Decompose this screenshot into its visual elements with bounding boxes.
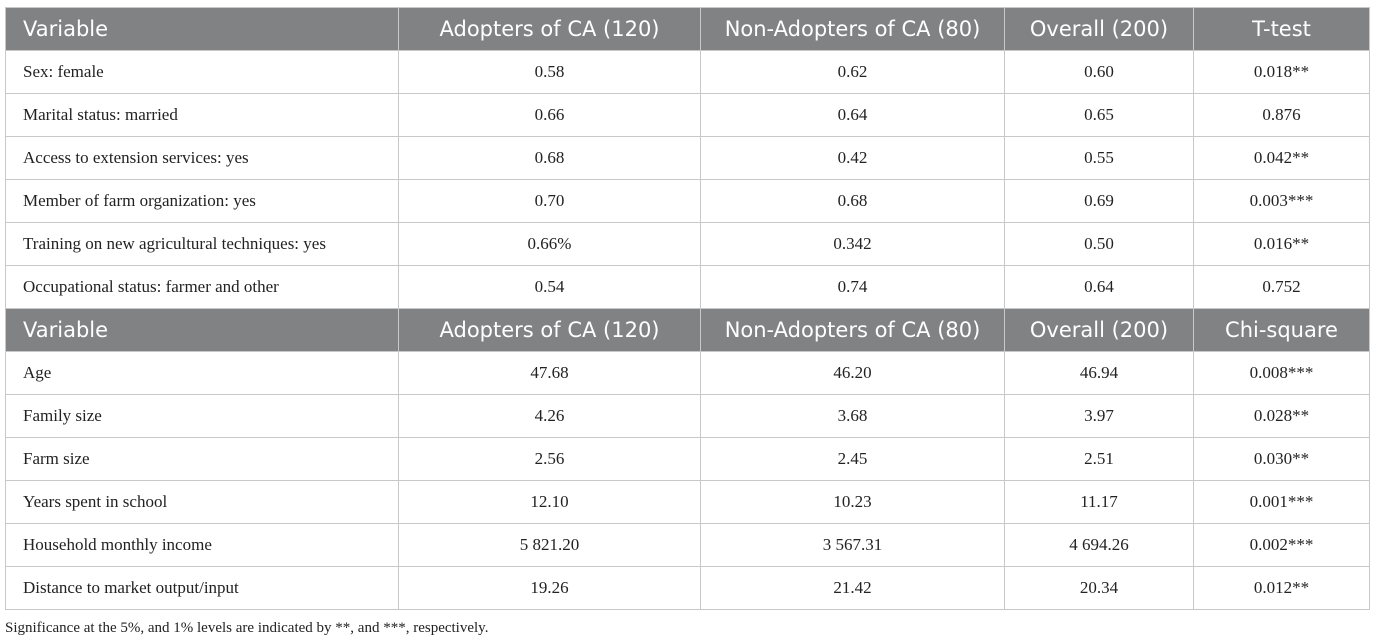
cell: 47.68: [398, 351, 701, 395]
cell: Farm size: [5, 437, 399, 481]
cell: 0.60: [1004, 50, 1194, 94]
cell: 0.66: [398, 93, 701, 137]
table-body: Variable Adopters of CA (120) Non-Adopters…: [5, 7, 1370, 610]
cell: 0.69: [1004, 179, 1194, 223]
cell: 0.002***: [1193, 523, 1370, 567]
cell: Member of farm organization: yes: [5, 179, 399, 223]
header-cell: Variable: [5, 308, 399, 352]
cell: 2.51: [1004, 437, 1194, 481]
header-cell: T-test: [1193, 7, 1370, 51]
cell: 0.68: [398, 136, 701, 180]
cell: Family size: [5, 394, 399, 438]
cell: Sex: female: [5, 50, 399, 94]
cell: 0.030**: [1193, 437, 1370, 481]
data-row: Member of farm organization: yes 0.70 0.68…: [5, 179, 1370, 223]
data-row: Sex: female 0.58 0.62 0.60 0.018**: [5, 50, 1370, 94]
data-row: Farm size 2.56 2.45 2.51 0.030**: [5, 437, 1370, 481]
cell: 0.50: [1004, 222, 1194, 266]
cell: 0.64: [700, 93, 1005, 137]
cell: Training on new agricultural techniques:…: [5, 222, 399, 266]
cell: 0.58: [398, 50, 701, 94]
cell: 0.74: [700, 265, 1005, 309]
header-cell: Variable: [5, 7, 399, 51]
data-row: Marital status: married 0.66 0.64 0.65 0.876: [5, 93, 1370, 137]
data-row: Access to extension services: yes 0.68 0.4…: [5, 136, 1370, 180]
header-cell: Non-Adopters of CA (80): [700, 7, 1005, 51]
cell: 0.70: [398, 179, 701, 223]
data-row: Age 47.68 46.20 46.94 0.008***: [5, 351, 1370, 395]
header-cell: Overall (200): [1004, 7, 1194, 51]
cell: 0.342: [700, 222, 1005, 266]
cell: Access to extension services: yes: [5, 136, 399, 180]
cell: 46.20: [700, 351, 1005, 395]
cell: 46.94: [1004, 351, 1194, 395]
cell: 19.26: [398, 566, 701, 610]
cell: 0.62: [700, 50, 1005, 94]
data-row: Family size 4.26 3.68 3.97 0.028**: [5, 394, 1370, 438]
cell: 12.10: [398, 480, 701, 524]
cell: 4.26: [398, 394, 701, 438]
cell: Distance to market output/input: [5, 566, 399, 610]
cell: Household monthly income: [5, 523, 399, 567]
cell: 0.001***: [1193, 480, 1370, 524]
cell: 3 567.31: [700, 523, 1005, 567]
data-row: Years spent in school 12.10 10.23 11.17 0.00…: [5, 480, 1370, 524]
cell: 3.97: [1004, 394, 1194, 438]
cell: Marital status: married: [5, 93, 399, 137]
cell: 2.45: [700, 437, 1005, 481]
cell: 10.23: [700, 480, 1005, 524]
cell: 0.42: [700, 136, 1005, 180]
header-row: Variable Adopters of CA (120) Non-Adopters…: [5, 308, 1370, 352]
cell: 0.016**: [1193, 222, 1370, 266]
header-cell: Adopters of CA (120): [398, 7, 701, 51]
cell: Occupational status: farmer and other: [5, 265, 399, 309]
data-row: Training on new agricultural techniques:…: [5, 222, 1370, 266]
footnote: Significance at the 5%, and 1% levels ar…: [5, 620, 489, 636]
cell: Age: [5, 351, 399, 395]
cell: 21.42: [700, 566, 1005, 610]
cell: 0.028**: [1193, 394, 1370, 438]
cell: 0.012**: [1193, 566, 1370, 610]
cell: 0.876: [1193, 93, 1370, 137]
cell: 0.55: [1004, 136, 1194, 180]
cell: 0.003***: [1193, 179, 1370, 223]
header-row: Variable Adopters of CA (120) Non-Adopters…: [5, 7, 1370, 51]
cell: 0.008***: [1193, 351, 1370, 395]
cell: Years spent in school: [5, 480, 399, 524]
data-row: Occupational status: farmer and other 0.5…: [5, 265, 1370, 309]
data-row: Distance to market output/input 19.26 21.4…: [5, 566, 1370, 610]
cell: 0.018**: [1193, 50, 1370, 94]
cell: 0.752: [1193, 265, 1370, 309]
cell: 20.34: [1004, 566, 1194, 610]
cell: 5 821.20: [398, 523, 701, 567]
cell: 0.54: [398, 265, 701, 309]
header-cell: Non-Adopters of CA (80): [700, 308, 1005, 352]
header-cell: Chi-square: [1193, 308, 1370, 352]
data-row: Household monthly income 5 821.20 3 567.31…: [5, 523, 1370, 567]
cell: 11.17: [1004, 480, 1194, 524]
cell: 0.042**: [1193, 136, 1370, 180]
header-cell: Overall (200): [1004, 308, 1194, 352]
header-cell: Adopters of CA (120): [398, 308, 701, 352]
cell: 0.68: [700, 179, 1005, 223]
cell: 0.64: [1004, 265, 1194, 309]
cell: 0.66%: [398, 222, 701, 266]
cell: 3.68: [700, 394, 1005, 438]
data-table: Variable Adopters of CA (120) Non-Adopters…: [5, 7, 1370, 610]
cell: 4 694.26: [1004, 523, 1194, 567]
cell: 2.56: [398, 437, 701, 481]
cell: 0.65: [1004, 93, 1194, 137]
